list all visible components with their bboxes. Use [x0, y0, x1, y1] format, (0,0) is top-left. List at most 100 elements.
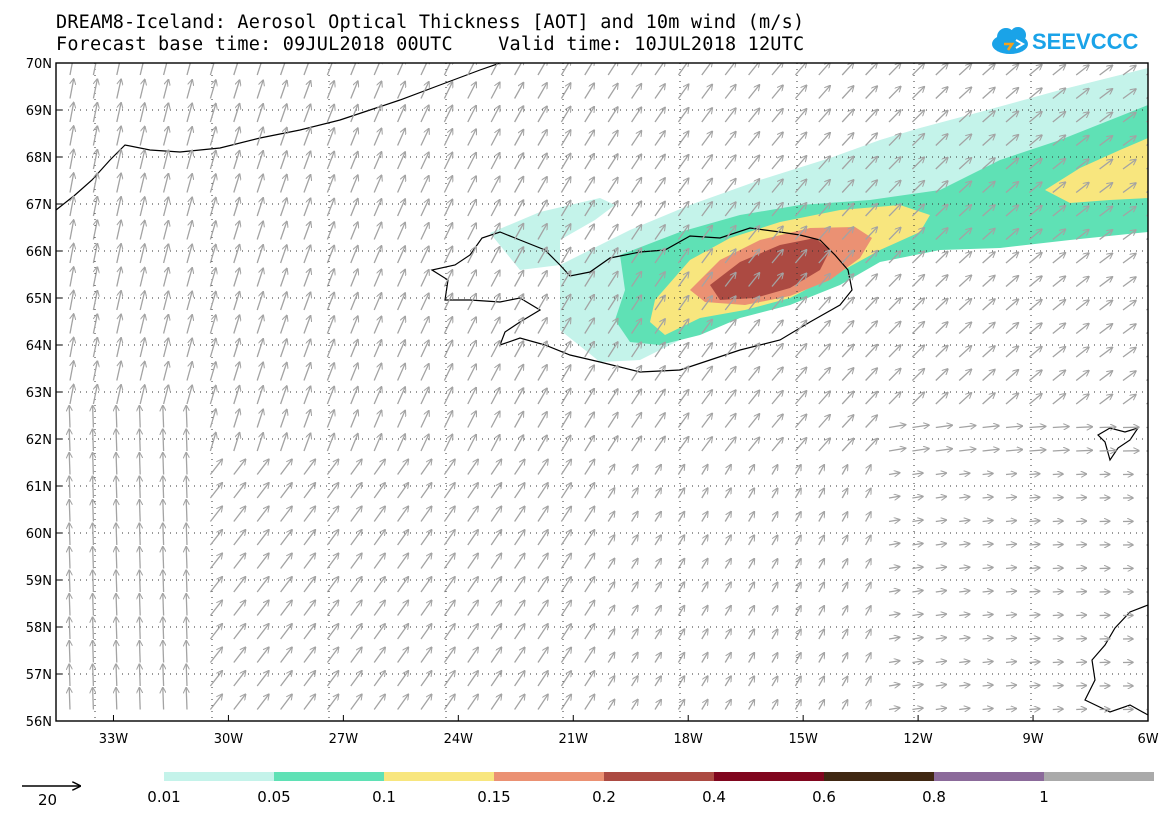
wind-arrow: [888, 368, 901, 381]
wind-arrow: [163, 547, 164, 569]
wind-arrow: [841, 415, 854, 428]
wind-arrow: [186, 150, 192, 170]
wind-arrow: [326, 386, 334, 405]
wind-arrow: [794, 465, 801, 475]
wind-arrow: [467, 270, 476, 287]
wind-arrow: [490, 506, 501, 522]
wind-arrow: [279, 362, 287, 381]
wind-arrow: [93, 641, 94, 663]
wind-arrow: [280, 600, 293, 616]
wind-arrow: [1028, 65, 1042, 76]
wind-arrow: [771, 367, 783, 381]
wind-arrow: [256, 483, 269, 499]
wind-arrow: [350, 293, 358, 311]
wind-arrow: [303, 245, 311, 264]
wind-arrow: [209, 624, 222, 640]
wind-arrow: [209, 315, 216, 334]
wind-arrow: [92, 173, 97, 193]
wind-arrow: [841, 321, 854, 334]
wind-arrow: [607, 676, 614, 687]
wind-arrow: [256, 694, 269, 710]
wind-arrow: [537, 506, 548, 522]
wind-arrow: [139, 664, 140, 687]
wind-arrow: [841, 700, 847, 710]
wind-arrow: [701, 535, 708, 546]
wind-arrow: [490, 671, 501, 687]
wind-arrow: [350, 152, 358, 170]
wind-arrow: [935, 614, 947, 616]
wind-arrow: [818, 203, 830, 217]
wind-arrow: [560, 412, 570, 428]
wind-arrow: [560, 388, 570, 405]
wind-arrow: [701, 582, 708, 593]
wind-arrow: [865, 274, 878, 287]
wind-arrow: [92, 314, 97, 334]
wind-arrow: [162, 385, 169, 405]
wind-arrow: [397, 577, 409, 593]
wind-arrow: [888, 157, 901, 170]
wind-arrow: [139, 173, 145, 193]
wind-arrow: [1075, 112, 1089, 123]
wind-arrow: [959, 449, 976, 451]
wind-arrow: [139, 103, 145, 123]
wind-arrow: [748, 676, 755, 687]
wind-arrow: [959, 685, 970, 686]
wind-arrow: [514, 106, 524, 123]
wind-arrow: [794, 535, 801, 546]
wind-arrow: [92, 150, 97, 170]
wind-arrow: [514, 530, 525, 546]
wind-arrow: [1076, 662, 1086, 663]
wind-arrow: [1075, 253, 1089, 264]
wind-arrow: [841, 86, 854, 99]
wind-arrow: [467, 129, 476, 146]
wind-arrow: [280, 671, 293, 687]
wind-arrow: [116, 63, 121, 76]
wind-arrow: [1076, 639, 1086, 640]
wind-arrow: [303, 269, 311, 287]
wind-arrow: [186, 268, 192, 287]
wind-arrow: [1076, 474, 1086, 475]
wind-arrow: [911, 110, 924, 123]
wind-arrow: [280, 694, 293, 710]
wind-arrow: [326, 81, 334, 99]
wind-arrow: [584, 295, 595, 311]
wind-arrow: [1122, 371, 1136, 382]
wind-arrow: [514, 63, 524, 76]
wind-arrow: [584, 83, 595, 99]
wind-arrow: [279, 104, 287, 123]
wind-arrow: [514, 553, 525, 569]
wind-arrow: [1028, 112, 1042, 123]
wind-arrow: [373, 340, 381, 358]
wind-arrow: [233, 553, 246, 569]
wind-arrow: [443, 152, 452, 170]
wind-arrow: [443, 483, 455, 499]
wind-arrow: [326, 694, 338, 710]
wind-arrow: [701, 131, 713, 146]
wind-arrow: [303, 339, 311, 358]
wind-arrow: [607, 342, 618, 358]
wind-arrow: [771, 250, 783, 264]
wind-arrow: [279, 315, 287, 334]
wind-arrow: [1099, 427, 1116, 428]
wind-arrow: [677, 535, 684, 546]
wind-arrow: [1099, 89, 1113, 100]
wind-arrow: [982, 661, 994, 662]
wind-arrow: [163, 570, 164, 593]
colorbar-swatch: [604, 772, 714, 781]
lon-tick-label: 24W: [444, 732, 474, 747]
wind-arrow: [724, 367, 736, 381]
wind-arrow: [841, 559, 847, 569]
wind-arrow: [209, 291, 216, 311]
wind-arrow: [467, 63, 476, 76]
wind-arrow: [1122, 207, 1136, 217]
wind-arrow: [1076, 615, 1086, 616]
wind-arrow: [397, 152, 406, 170]
wind-arrow: [677, 108, 688, 123]
wind-arrow: [256, 624, 269, 640]
wind-arrow: [326, 530, 338, 546]
wind-arrow: [163, 688, 164, 710]
wind-arrow: [303, 553, 315, 569]
wind-arrow: [818, 488, 825, 499]
wind-arrow: [537, 224, 547, 240]
wind-arrow: [537, 294, 547, 311]
